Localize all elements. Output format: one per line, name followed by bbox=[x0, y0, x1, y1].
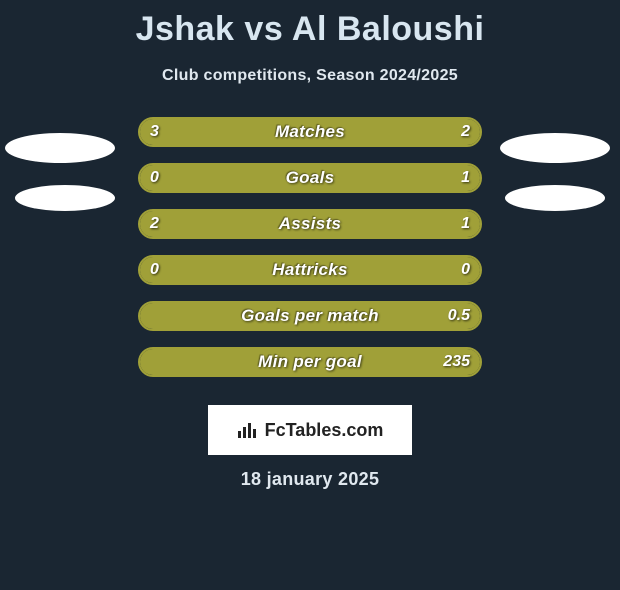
stat-bar-fill-left bbox=[140, 165, 201, 191]
stat-bar-fill-right bbox=[296, 257, 480, 283]
stat-bar-track bbox=[138, 117, 482, 147]
stat-bar-fill-right bbox=[344, 119, 480, 145]
stat-row: Goals01 bbox=[0, 163, 620, 209]
stat-row: Min per goal235 bbox=[0, 347, 620, 393]
stat-row: Assists21 bbox=[0, 209, 620, 255]
stat-bar-fill-right bbox=[364, 211, 480, 237]
stat-rows: Matches32Goals01Assists21Hattricks00Goal… bbox=[0, 117, 620, 393]
stat-row: Matches32 bbox=[0, 117, 620, 163]
stat-bar-fill-left bbox=[140, 119, 344, 145]
stat-bar-fill-left bbox=[140, 211, 364, 237]
stat-bar-fill-left bbox=[140, 257, 296, 283]
stat-bar-track bbox=[138, 163, 482, 193]
page-subtitle: Club competitions, Season 2024/2025 bbox=[0, 67, 620, 85]
page-title: Jshak vs Al Baloushi bbox=[0, 10, 620, 49]
stat-bar-fill-right bbox=[201, 165, 480, 191]
stat-bar-track bbox=[138, 255, 482, 285]
stat-bar-fill-right bbox=[140, 303, 480, 329]
stat-row: Hattricks00 bbox=[0, 255, 620, 301]
stat-bar-track bbox=[138, 209, 482, 239]
stat-bar-track bbox=[138, 347, 482, 377]
stat-bar-fill-right bbox=[140, 349, 480, 375]
stat-row: Goals per match0.5 bbox=[0, 301, 620, 347]
brand-bars-icon bbox=[237, 421, 259, 439]
stat-bar-track bbox=[138, 301, 482, 331]
date-text: 18 january 2025 bbox=[0, 469, 620, 490]
brand-badge: FcTables.com bbox=[208, 405, 412, 455]
brand-text: FcTables.com bbox=[265, 420, 384, 441]
